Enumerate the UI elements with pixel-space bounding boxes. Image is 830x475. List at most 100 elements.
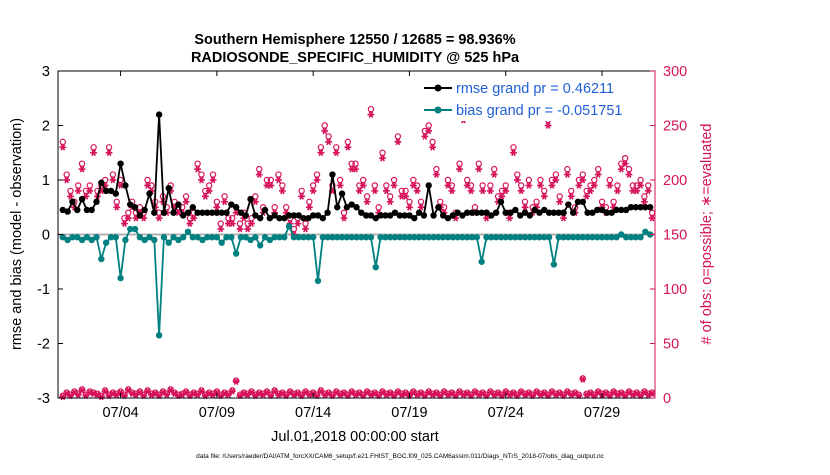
bias-point	[526, 234, 534, 241]
rmse-point	[102, 187, 110, 195]
bias-point	[387, 234, 394, 241]
obs-evaluated-stroke	[268, 182, 274, 189]
bias-point	[632, 234, 639, 241]
bias-point	[170, 234, 177, 241]
rmse-point	[252, 212, 259, 219]
obs-evaluated-stroke	[507, 391, 512, 399]
obs-evaluated-marker	[521, 203, 529, 211]
obs-possible-marker	[86, 182, 93, 189]
obs-evaluated-stroke	[98, 393, 104, 401]
obs-possible-marker	[217, 220, 224, 227]
bias-point	[112, 234, 119, 241]
obs-evaluated-stroke	[187, 220, 193, 227]
rmse-point	[93, 198, 100, 205]
obs-possible-marker	[194, 160, 201, 167]
obs-evaluated-marker	[225, 391, 232, 399]
obs-evaluated-stroke	[434, 390, 439, 397]
obs-evaluated-marker	[556, 198, 564, 206]
rmse-point	[78, 195, 86, 203]
bias-point	[300, 234, 307, 241]
obs-evaluated-stroke	[522, 391, 528, 399]
bias-point	[213, 234, 221, 241]
rmse-point	[594, 206, 601, 214]
obs-evaluated-marker	[625, 171, 633, 178]
obs-evaluated-stroke	[564, 389, 570, 396]
obs-evaluated-marker	[606, 182, 614, 189]
obs-evaluated-marker	[190, 390, 198, 397]
bias-point	[194, 234, 201, 241]
obs-evaluated-marker	[637, 182, 644, 189]
obs-evaluated-marker	[74, 187, 82, 195]
obs-possible-marker	[402, 187, 409, 195]
obs-evaluated-stroke	[441, 389, 447, 396]
obs-evaluated-marker	[221, 198, 228, 206]
obs-evaluated-marker	[359, 182, 367, 189]
rmse-point	[155, 111, 163, 118]
obs-possible-marker	[321, 122, 328, 129]
obs-possible-marker	[271, 204, 278, 211]
obs-evaluated-marker	[74, 391, 82, 399]
obs-evaluated-stroke	[64, 176, 70, 184]
obs-evaluated-stroke	[472, 389, 478, 396]
obs-evaluated-marker	[614, 187, 621, 195]
obs-evaluated-stroke	[487, 187, 493, 195]
rmse-point	[584, 209, 591, 216]
obs-evaluated-marker	[413, 187, 421, 195]
obs-evaluated-stroke	[584, 391, 590, 399]
rmse-point	[266, 214, 274, 222]
obs-evaluated-marker	[567, 193, 575, 200]
obs-evaluated-stroke	[630, 391, 636, 399]
obs-evaluated-stroke	[79, 387, 85, 394]
rmse-point	[387, 212, 394, 219]
obs-evaluated-marker	[144, 388, 151, 395]
bias-point	[642, 228, 649, 235]
obs-evaluated-marker	[213, 389, 221, 396]
bias-point	[348, 234, 355, 241]
bias-point	[93, 234, 100, 241]
obs-evaluated-stroke	[60, 143, 66, 151]
obs-possible-marker	[398, 187, 405, 195]
obs-evaluated-stroke	[125, 387, 131, 394]
obs-evaluated-marker	[629, 391, 637, 399]
bias-point	[338, 234, 346, 241]
bias-point	[136, 234, 144, 241]
rmse-point	[396, 212, 404, 219]
obs-possible-marker	[517, 182, 525, 189]
rmse-point	[555, 209, 562, 216]
obs-evaluated-stroke	[526, 182, 532, 189]
rmse-point	[637, 204, 644, 211]
obs-evaluated-marker	[278, 187, 286, 195]
bias-point	[343, 234, 351, 241]
bias-point	[507, 234, 514, 241]
rmse-point	[194, 209, 201, 216]
obs-evaluated-stroke	[291, 391, 297, 399]
obs-evaluated-marker	[255, 171, 263, 178]
x-tick-label: 07/19	[391, 405, 427, 421]
obs-evaluated-stroke	[233, 378, 239, 385]
bias-point	[160, 234, 168, 241]
obs-possible-marker	[456, 160, 463, 167]
obs-evaluated-marker	[548, 182, 556, 189]
rmse-point	[189, 204, 197, 211]
bias-point	[497, 234, 505, 241]
rmse-point	[151, 209, 158, 216]
obs-evaluated-stroke	[611, 203, 616, 211]
bias-point	[276, 234, 283, 241]
rmse-point	[613, 206, 620, 214]
bias-point	[637, 234, 644, 241]
obs-evaluated-stroke	[303, 389, 308, 396]
obs-possible-marker	[360, 176, 367, 184]
obs-evaluated-stroke	[626, 171, 632, 178]
obs-evaluated-marker	[587, 187, 594, 195]
rmse-point	[569, 209, 577, 216]
obs-evaluated-marker	[248, 220, 255, 227]
obs-possible-marker	[302, 220, 309, 227]
bias-point	[425, 234, 432, 241]
obs-possible-marker	[221, 193, 228, 200]
obs-evaluated-stroke	[588, 390, 593, 397]
obs-evaluated-marker	[251, 198, 259, 206]
obs-evaluated-marker	[109, 176, 117, 184]
obs-evaluated-stroke	[491, 171, 497, 178]
y-left-tick-label: 2	[42, 119, 50, 135]
rmse-point	[622, 206, 630, 214]
